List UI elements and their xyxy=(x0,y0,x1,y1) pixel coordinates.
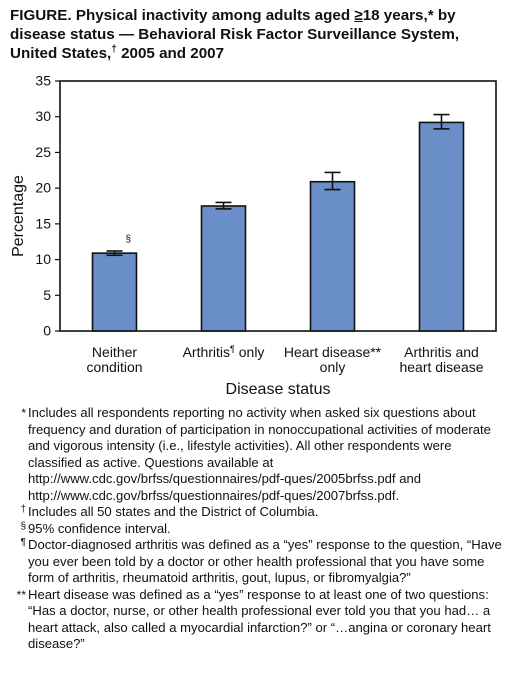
footnote-double-asterisk: ** Heart disease was defined as a “yes” r… xyxy=(10,587,506,653)
y-tick-label: 10 xyxy=(35,251,51,267)
plot-frame xyxy=(59,80,497,332)
y-tick-label: 0 xyxy=(43,323,51,339)
footnote-mark: ** xyxy=(16,587,26,602)
footnote-pilcrow: ¶ Doctor-diagnosed arthritis was defined … xyxy=(10,537,506,587)
footnotes: * Includes all respondents reporting no a… xyxy=(10,405,506,653)
footnote-text: Doctor-diagnosed arthritis was defined a… xyxy=(28,537,502,585)
x-tick-label: Heart disease** xyxy=(284,344,382,360)
x-tick-label: Neither xyxy=(92,344,137,360)
y-tick-label: 35 xyxy=(35,73,51,89)
y-tick-label: 20 xyxy=(35,180,51,196)
footnote-asterisk: * Includes all respondents reporting no a… xyxy=(10,405,506,504)
footnote-text: Includes all 50 states and the District … xyxy=(28,504,319,519)
bar xyxy=(200,205,247,332)
bar-chart: 0 5 10 15 20 25 30 35 Percentage § Neitherconditio… xyxy=(10,73,497,398)
footnote-mark: ¶ xyxy=(20,537,26,548)
footnote-mark: § xyxy=(20,520,26,532)
x-tick-label-line2: only xyxy=(320,359,346,375)
x-tick-label: Arthritis¶ only xyxy=(183,344,265,360)
footnote-dagger: † Includes all 50 states and the District… xyxy=(10,504,506,521)
footnote-mark: * xyxy=(21,406,26,420)
x-tick-label: Arthritis and xyxy=(404,344,479,360)
footnote-mark: † xyxy=(20,504,26,515)
footnote-text: Heart disease was defined as a “yes” res… xyxy=(28,586,491,652)
y-tick-label: 15 xyxy=(35,215,51,231)
bar xyxy=(418,121,465,332)
y-tick-label: 25 xyxy=(35,144,51,160)
footnote-text: 95% confidence interval. xyxy=(28,520,171,536)
x-tick-label-line2: condition xyxy=(86,359,142,375)
footnote-text: Includes all respondents reporting no ac… xyxy=(28,405,491,503)
y-axis-label: Percentage xyxy=(10,175,27,257)
bar-annotation: § xyxy=(126,234,132,245)
y-tick-label: 5 xyxy=(43,287,51,303)
bar xyxy=(309,180,356,332)
x-axis-label: Disease status xyxy=(226,381,331,398)
y-tick-label: 30 xyxy=(35,108,51,124)
bar xyxy=(91,252,138,332)
figure-title: FIGURE. Physical inactivity among adults… xyxy=(10,7,460,62)
x-tick-label-line2: heart disease xyxy=(399,359,483,375)
footnote-section: § 95% confidence interval. xyxy=(10,521,506,538)
